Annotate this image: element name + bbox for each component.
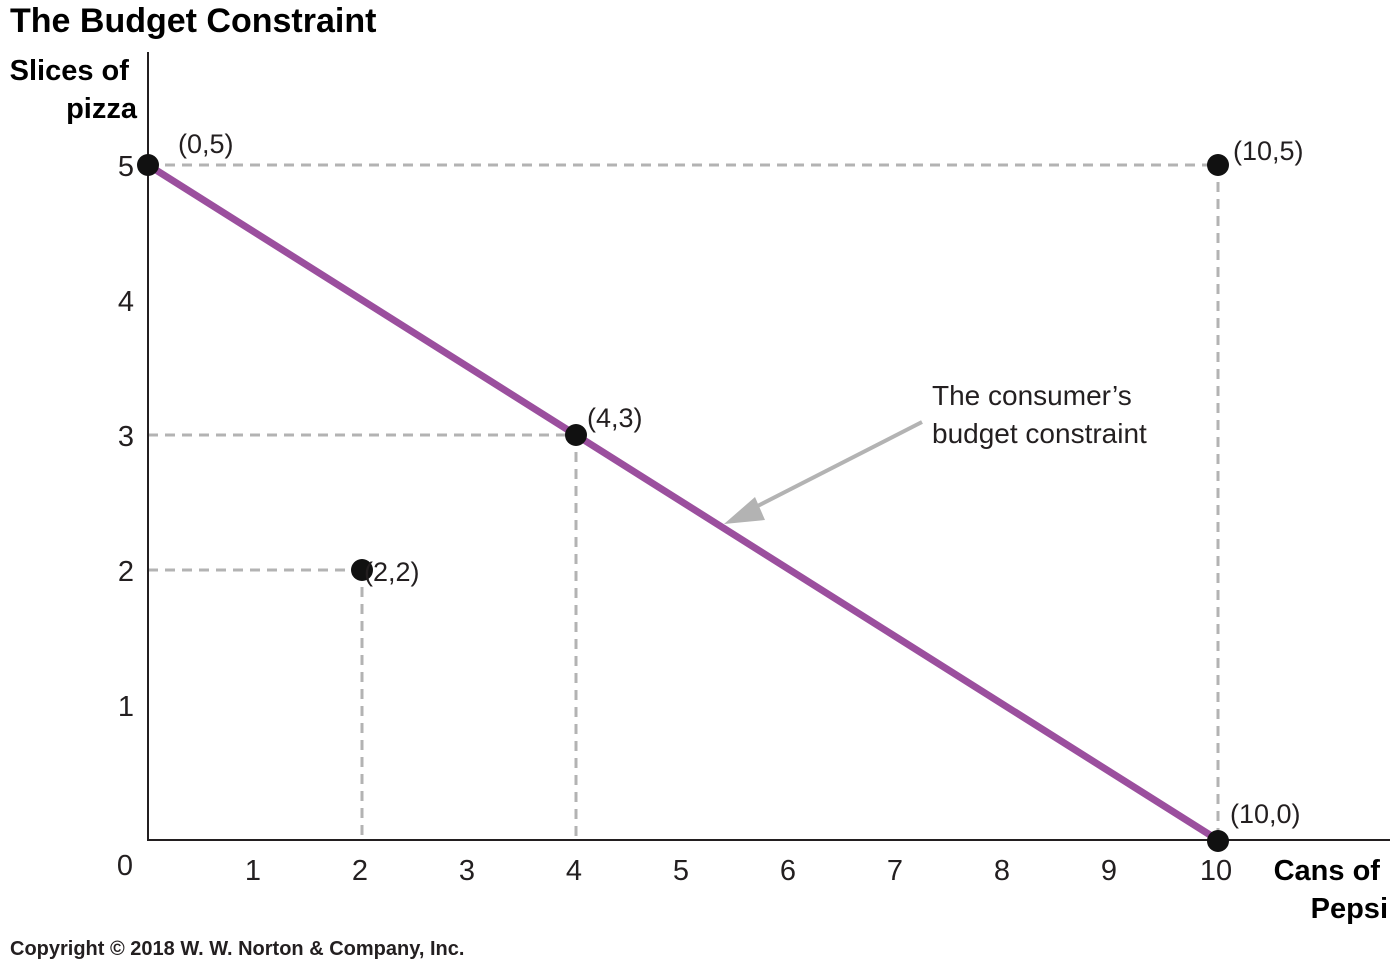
x-tick-label-4: 4 (566, 855, 582, 887)
data-point-10-0 (1207, 830, 1229, 852)
annotation-line-1: The consumer’s (932, 380, 1132, 411)
y-tick-label-3: 3 (118, 421, 134, 453)
data-point-4-3 (565, 424, 587, 446)
x-tick-label-2: 2 (352, 855, 368, 887)
x-tick-label-7: 7 (887, 855, 903, 887)
annotation-arrow-head (724, 497, 765, 524)
annotation-text: The consumer’s budget constraint (932, 380, 1147, 449)
annotation-line-2: budget constraint (932, 418, 1147, 449)
data-points: (0,5) (10,5) (4,3) (2,2) (10,0) (137, 129, 1304, 852)
x-tick-label-10: 10 (1200, 855, 1232, 887)
x-tick-label-8: 8 (994, 855, 1010, 887)
y-axis-title-line-1: Slices of (10, 55, 130, 87)
data-point-0-5 (137, 154, 159, 176)
y-tick-label-2: 2 (118, 556, 134, 588)
x-tick-label-1: 1 (245, 855, 261, 887)
y-axis-title: Slices of pizza (10, 55, 138, 125)
budget-line-series (146, 162, 1220, 843)
tick-labels: 0 1 2 3 4 5 6 7 8 9 10 1 2 3 4 5 (117, 151, 1232, 887)
annotation: The consumer’s budget constraint (724, 380, 1147, 524)
data-point-label-10-0: (10,0) (1230, 799, 1301, 829)
x-axis-title: Cans of Pepsi (1274, 855, 1388, 925)
data-point-label-0-5: (0,5) (178, 129, 234, 159)
y-tick-label-5: 5 (118, 151, 134, 183)
x-tick-label-3: 3 (459, 855, 475, 887)
x-tick-label-6: 6 (780, 855, 796, 887)
x-tick-label-5: 5 (673, 855, 689, 887)
annotation-arrow-shaft (743, 420, 923, 515)
copyright-notice: Copyright © 2018 W. W. Norton & Company,… (10, 938, 465, 960)
y-tick-label-1: 1 (118, 691, 134, 723)
x-tick-label-9: 9 (1101, 855, 1117, 887)
x-axis-title-line-1: Cans of (1274, 855, 1381, 887)
data-point-10-5 (1207, 154, 1229, 176)
axes (147, 52, 1390, 841)
x-axis-title-line-2: Pepsi (1311, 893, 1388, 925)
budget-constraint-line (146, 162, 1220, 843)
data-point-2-2 (351, 559, 373, 581)
chart-title: The Budget Constraint (10, 2, 376, 40)
data-point-label-4-3: (4,3) (587, 403, 643, 433)
data-point-label-2-2: (2,2) (364, 557, 420, 587)
guide-lines (148, 163, 1220, 840)
y-tick-label-4: 4 (118, 286, 134, 318)
x-tick-label-0: 0 (117, 850, 133, 882)
data-point-label-10-5: (10,5) (1233, 136, 1304, 166)
y-axis-title-line-2: pizza (66, 93, 138, 125)
